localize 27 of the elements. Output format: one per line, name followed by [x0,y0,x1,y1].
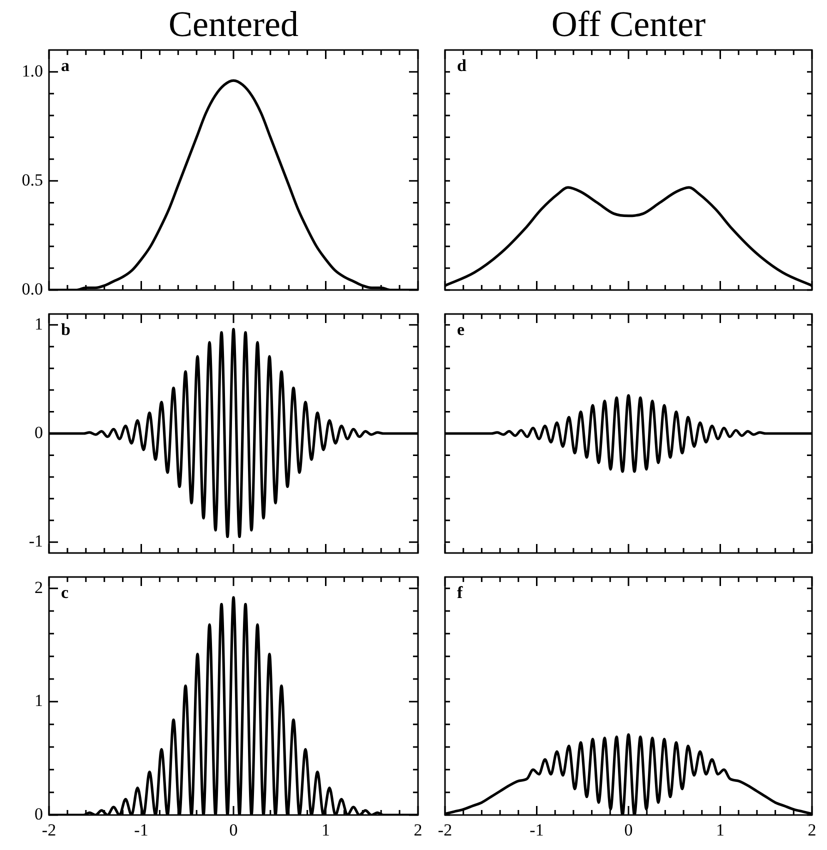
annotation: e [457,320,465,339]
x-tick-label: 0 [624,820,633,840]
x-tick-label: -2 [42,820,56,840]
x-tick-label: 0 [229,820,238,840]
x-tick-label: -1 [134,820,148,840]
annotation: c [61,582,69,602]
x-tick-label: 1 [716,820,724,840]
y-tick-label: 0 [34,804,43,824]
annotation: f [457,582,463,602]
x-tick-label: 1 [322,820,330,840]
x-tick-label: 2 [808,820,816,840]
chart-title: Off Center [550,3,707,46]
y-tick-label: -1 [28,532,43,551]
y-tick-label: 1 [34,314,43,334]
x-tick-label: -1 [530,820,544,840]
annotation: d [457,56,467,75]
y-tick-label: 1.0 [22,61,43,80]
chart-title: Centered [168,3,300,46]
y-tick-label: 2 [34,578,43,597]
annotation: b [61,320,70,339]
y-tick-label: 1 [34,691,43,710]
y-tick-label: 0.0 [22,279,43,298]
x-tick-label: -2 [438,820,452,840]
y-tick-label: 0.5 [22,170,43,190]
y-tick-label: 0 [34,422,43,442]
annotation: a [61,56,70,75]
x-tick-label: 2 [414,820,422,840]
